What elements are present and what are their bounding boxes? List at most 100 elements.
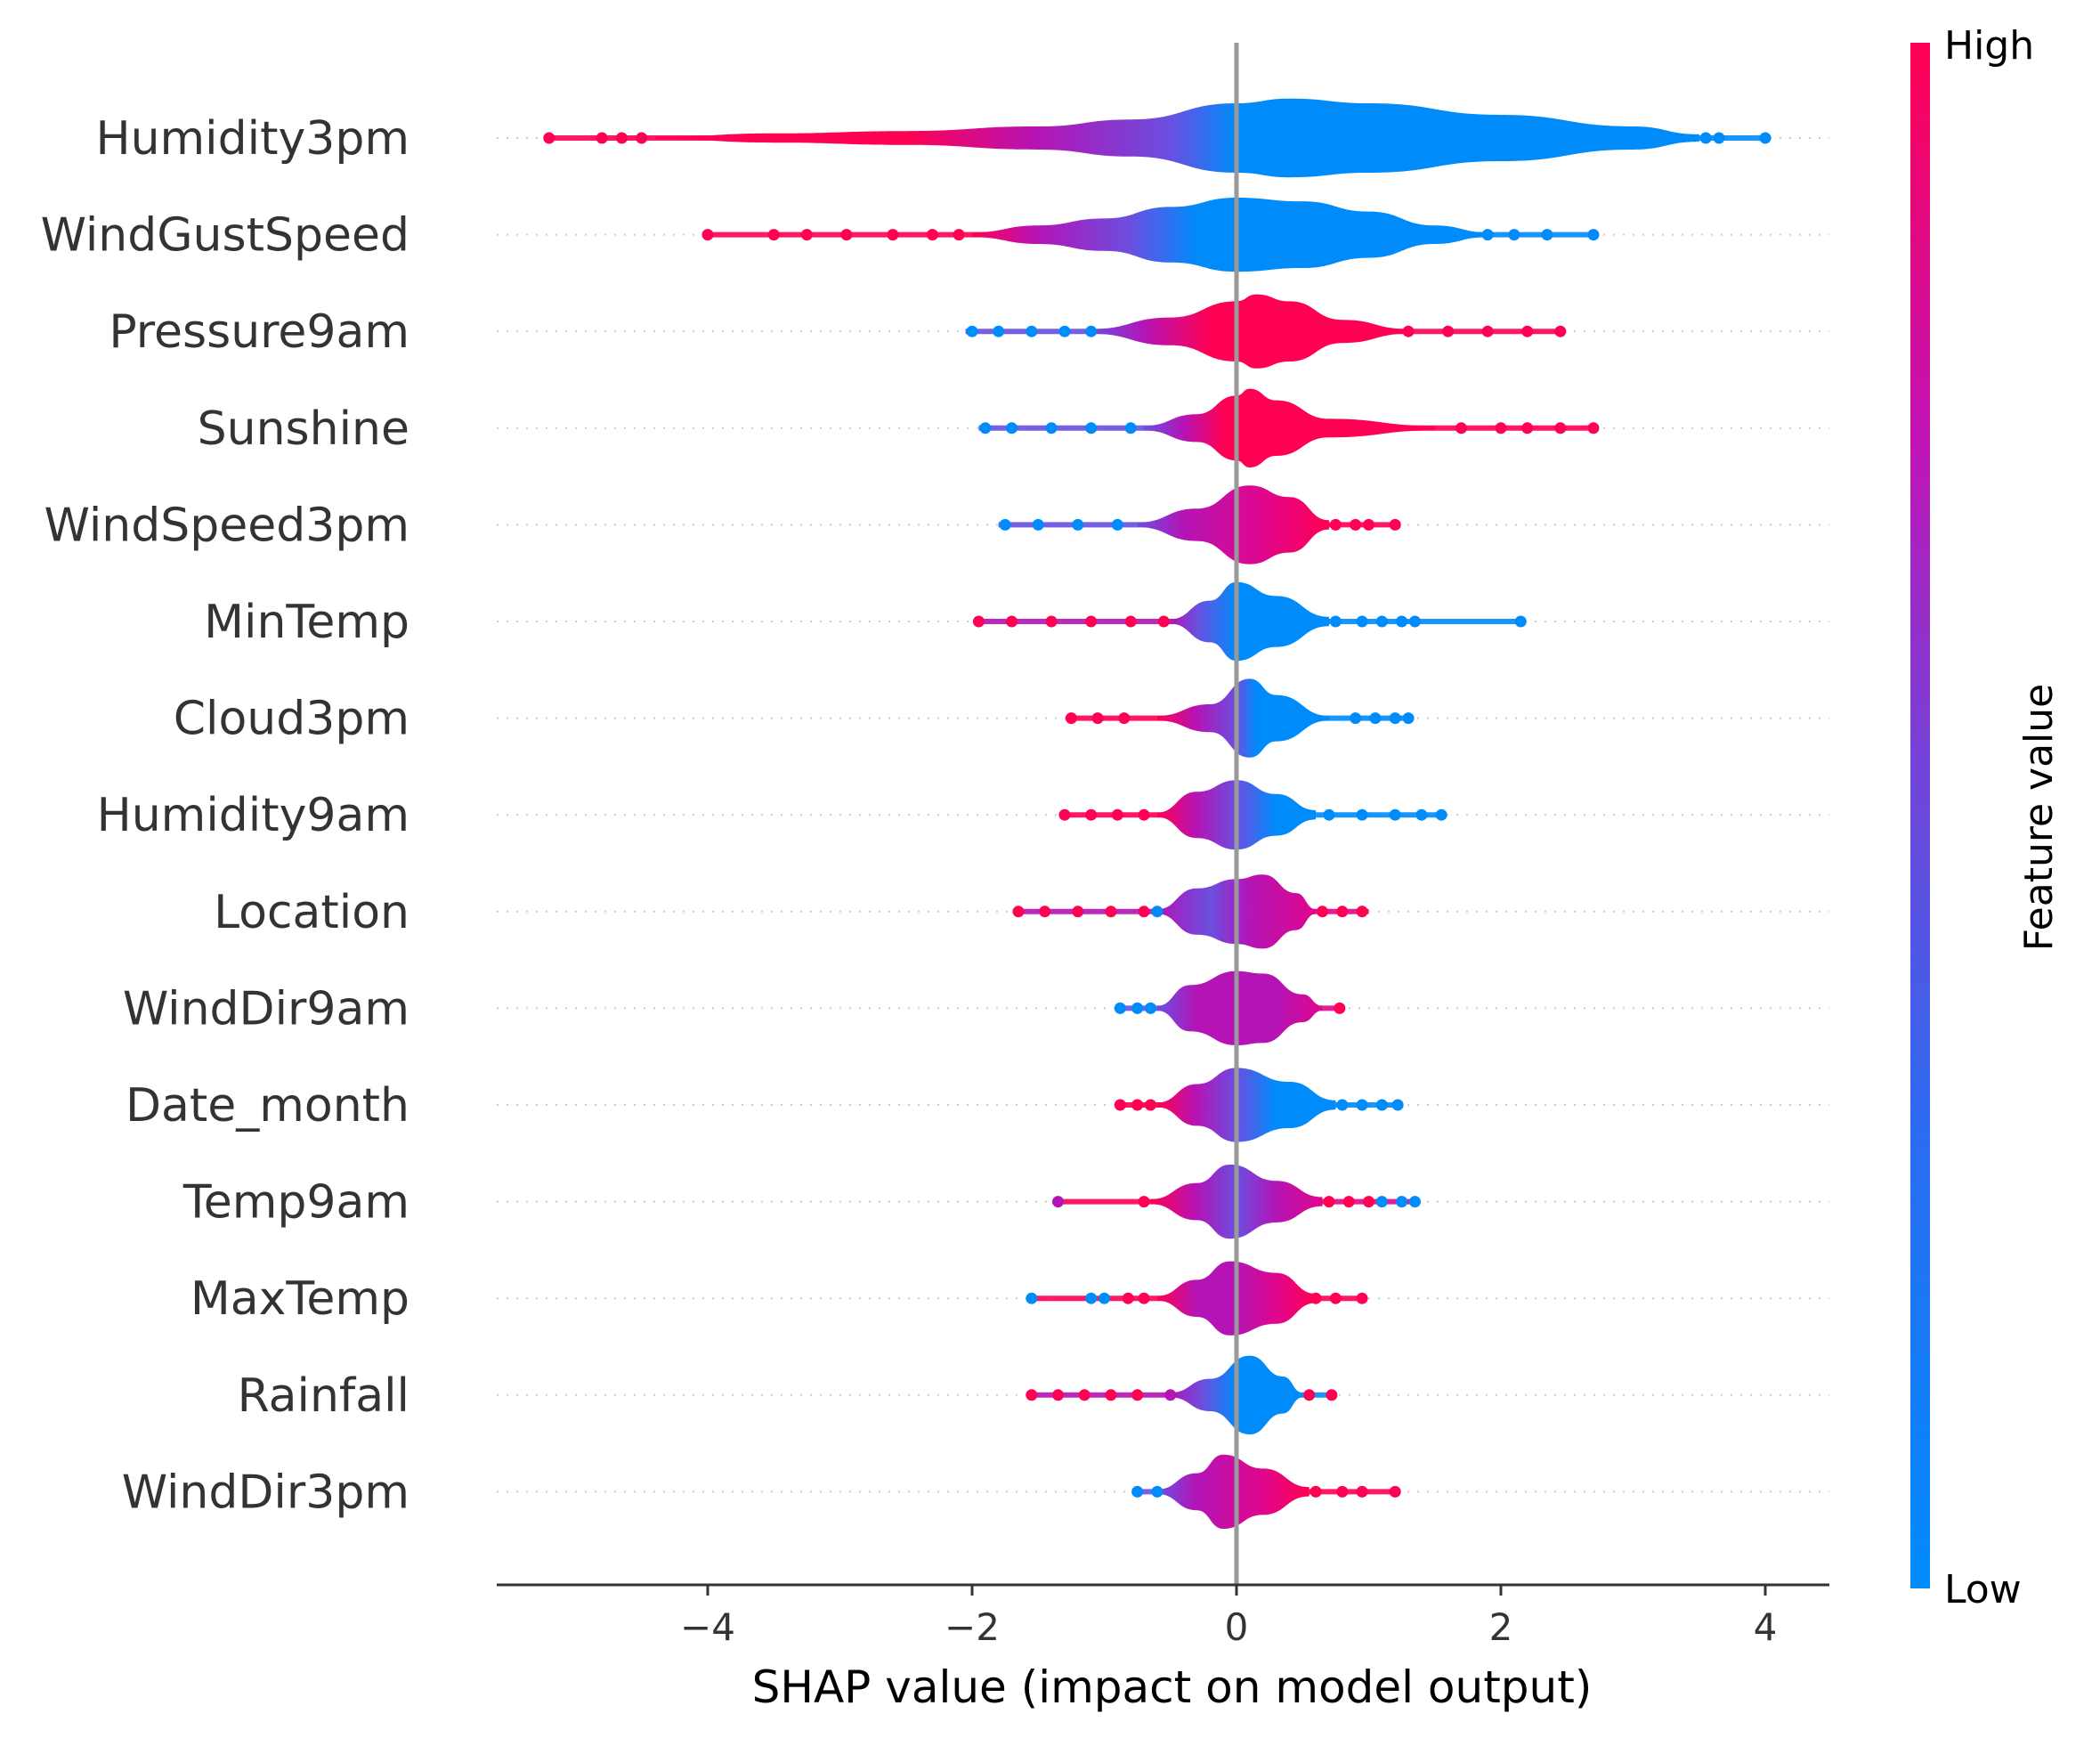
feature-row: Humidity9am <box>97 780 1829 850</box>
feature-label: WindDir3pm <box>122 1466 409 1519</box>
feature-row: Pressure9am <box>109 294 1829 369</box>
shap-point <box>1111 808 1123 821</box>
shap-point <box>767 229 780 241</box>
shap-point <box>596 132 608 144</box>
shap-point <box>1350 518 1362 531</box>
shap-point <box>993 325 1005 337</box>
shap-point <box>1396 615 1408 628</box>
shap-point <box>1336 1485 1349 1498</box>
shap-point <box>1144 1099 1156 1111</box>
shap-point <box>1587 229 1600 241</box>
shap-point <box>1138 906 1150 918</box>
shap-point <box>1435 808 1447 821</box>
shap-point <box>1391 1099 1404 1111</box>
shap-point <box>1085 422 1098 434</box>
feature-label: Sunshine <box>198 402 409 456</box>
shap-point <box>615 132 628 144</box>
shap-point <box>1099 1292 1110 1304</box>
shap-point <box>1481 229 1494 241</box>
shap-point <box>1554 325 1567 337</box>
shap-point <box>1309 1485 1322 1498</box>
shap-point <box>543 132 555 144</box>
feature-rows: Humidity3pm WindGustSpeed Pressure9am Sunsh… <box>41 98 1829 1529</box>
shap-point <box>1402 712 1415 725</box>
shap-point <box>1396 1196 1408 1208</box>
shap-point <box>1356 615 1368 628</box>
shap-point <box>1122 1292 1134 1304</box>
feature-row: Rainfall <box>238 1355 1829 1434</box>
shap-point <box>1032 518 1044 531</box>
shap-point <box>1131 1002 1144 1014</box>
shap-point <box>1124 422 1137 434</box>
x-axis-label: SHAP value (impact on model output) <box>752 1661 1593 1713</box>
shap-point <box>1759 132 1772 144</box>
shap-point <box>1303 1389 1316 1401</box>
shap-point <box>1363 518 1374 531</box>
shap-point <box>1085 1292 1098 1304</box>
shap-point <box>966 325 978 337</box>
shap-point <box>1114 1099 1126 1111</box>
feature-row: Sunshine <box>198 388 1829 467</box>
shap-point <box>1356 1099 1368 1111</box>
colorbar-high-label: High <box>1944 23 2034 69</box>
shap-point <box>1085 325 1098 337</box>
feature-row: Date_month <box>126 1068 1829 1142</box>
shap-point <box>1144 1002 1156 1014</box>
feature-row: Humidity3pm <box>95 98 1829 178</box>
colorbar-title: Feature value <box>2016 684 2062 951</box>
shap-point <box>1317 906 1329 918</box>
feature-row: Temp9am <box>182 1165 1829 1239</box>
shap-point <box>1514 615 1527 628</box>
feature-label: Humidity9am <box>97 789 409 842</box>
shap-point <box>887 229 899 241</box>
shap-point <box>1006 615 1018 628</box>
x-axis: −4 −2 0 2 4 <box>497 1583 1829 1649</box>
shap-point <box>979 422 992 434</box>
feature-label: MinTemp <box>204 596 409 649</box>
shap-point <box>1389 808 1401 821</box>
shap-point <box>1105 906 1117 918</box>
shap-point <box>1058 325 1071 337</box>
feature-label: Rainfall <box>238 1369 409 1423</box>
shap-point <box>701 229 714 241</box>
shap-point <box>1138 1292 1150 1304</box>
shap-point <box>1455 422 1467 434</box>
shap-point <box>1118 712 1131 725</box>
shap-point <box>1329 615 1342 628</box>
shap-point <box>1415 808 1428 821</box>
shap-point <box>1131 1389 1144 1401</box>
shap-point <box>1342 1196 1355 1208</box>
shap-point <box>1131 1485 1144 1498</box>
x-tick-label: 2 <box>1489 1605 1513 1649</box>
shap-point <box>1006 422 1018 434</box>
shap-point <box>1541 229 1553 241</box>
shap-point <box>1336 1099 1349 1111</box>
shap-point <box>1151 906 1164 918</box>
feature-row: WindGustSpeed <box>41 198 1829 272</box>
shap-point <box>1131 1099 1144 1111</box>
shap-point <box>1334 1002 1346 1014</box>
shap-point <box>1375 1196 1388 1208</box>
shap-point <box>1026 1292 1038 1304</box>
shap-point <box>1058 808 1071 821</box>
shap-point <box>1085 615 1098 628</box>
feature-label: Temp9am <box>182 1176 409 1230</box>
shap-point <box>1329 1292 1342 1304</box>
shap-point <box>1085 808 1098 821</box>
shap-point <box>1151 1485 1164 1498</box>
shap-point <box>1356 1485 1368 1498</box>
feature-label: WindSpeed3pm <box>45 499 409 552</box>
shap-point <box>636 132 648 144</box>
shap-point <box>1402 325 1415 337</box>
feature-row: MaxTemp <box>191 1261 1829 1336</box>
feature-label: MaxTemp <box>191 1272 409 1326</box>
shap-point <box>1587 422 1600 434</box>
shap-point <box>1105 1389 1117 1401</box>
shap-point <box>1521 422 1534 434</box>
colorbar-gradient <box>1910 43 1930 1588</box>
shap-point <box>926 229 938 241</box>
shap-point <box>1508 229 1520 241</box>
x-tick-label: −2 <box>945 1605 1000 1649</box>
shap-point <box>1078 1389 1091 1401</box>
shap-point <box>953 229 965 241</box>
